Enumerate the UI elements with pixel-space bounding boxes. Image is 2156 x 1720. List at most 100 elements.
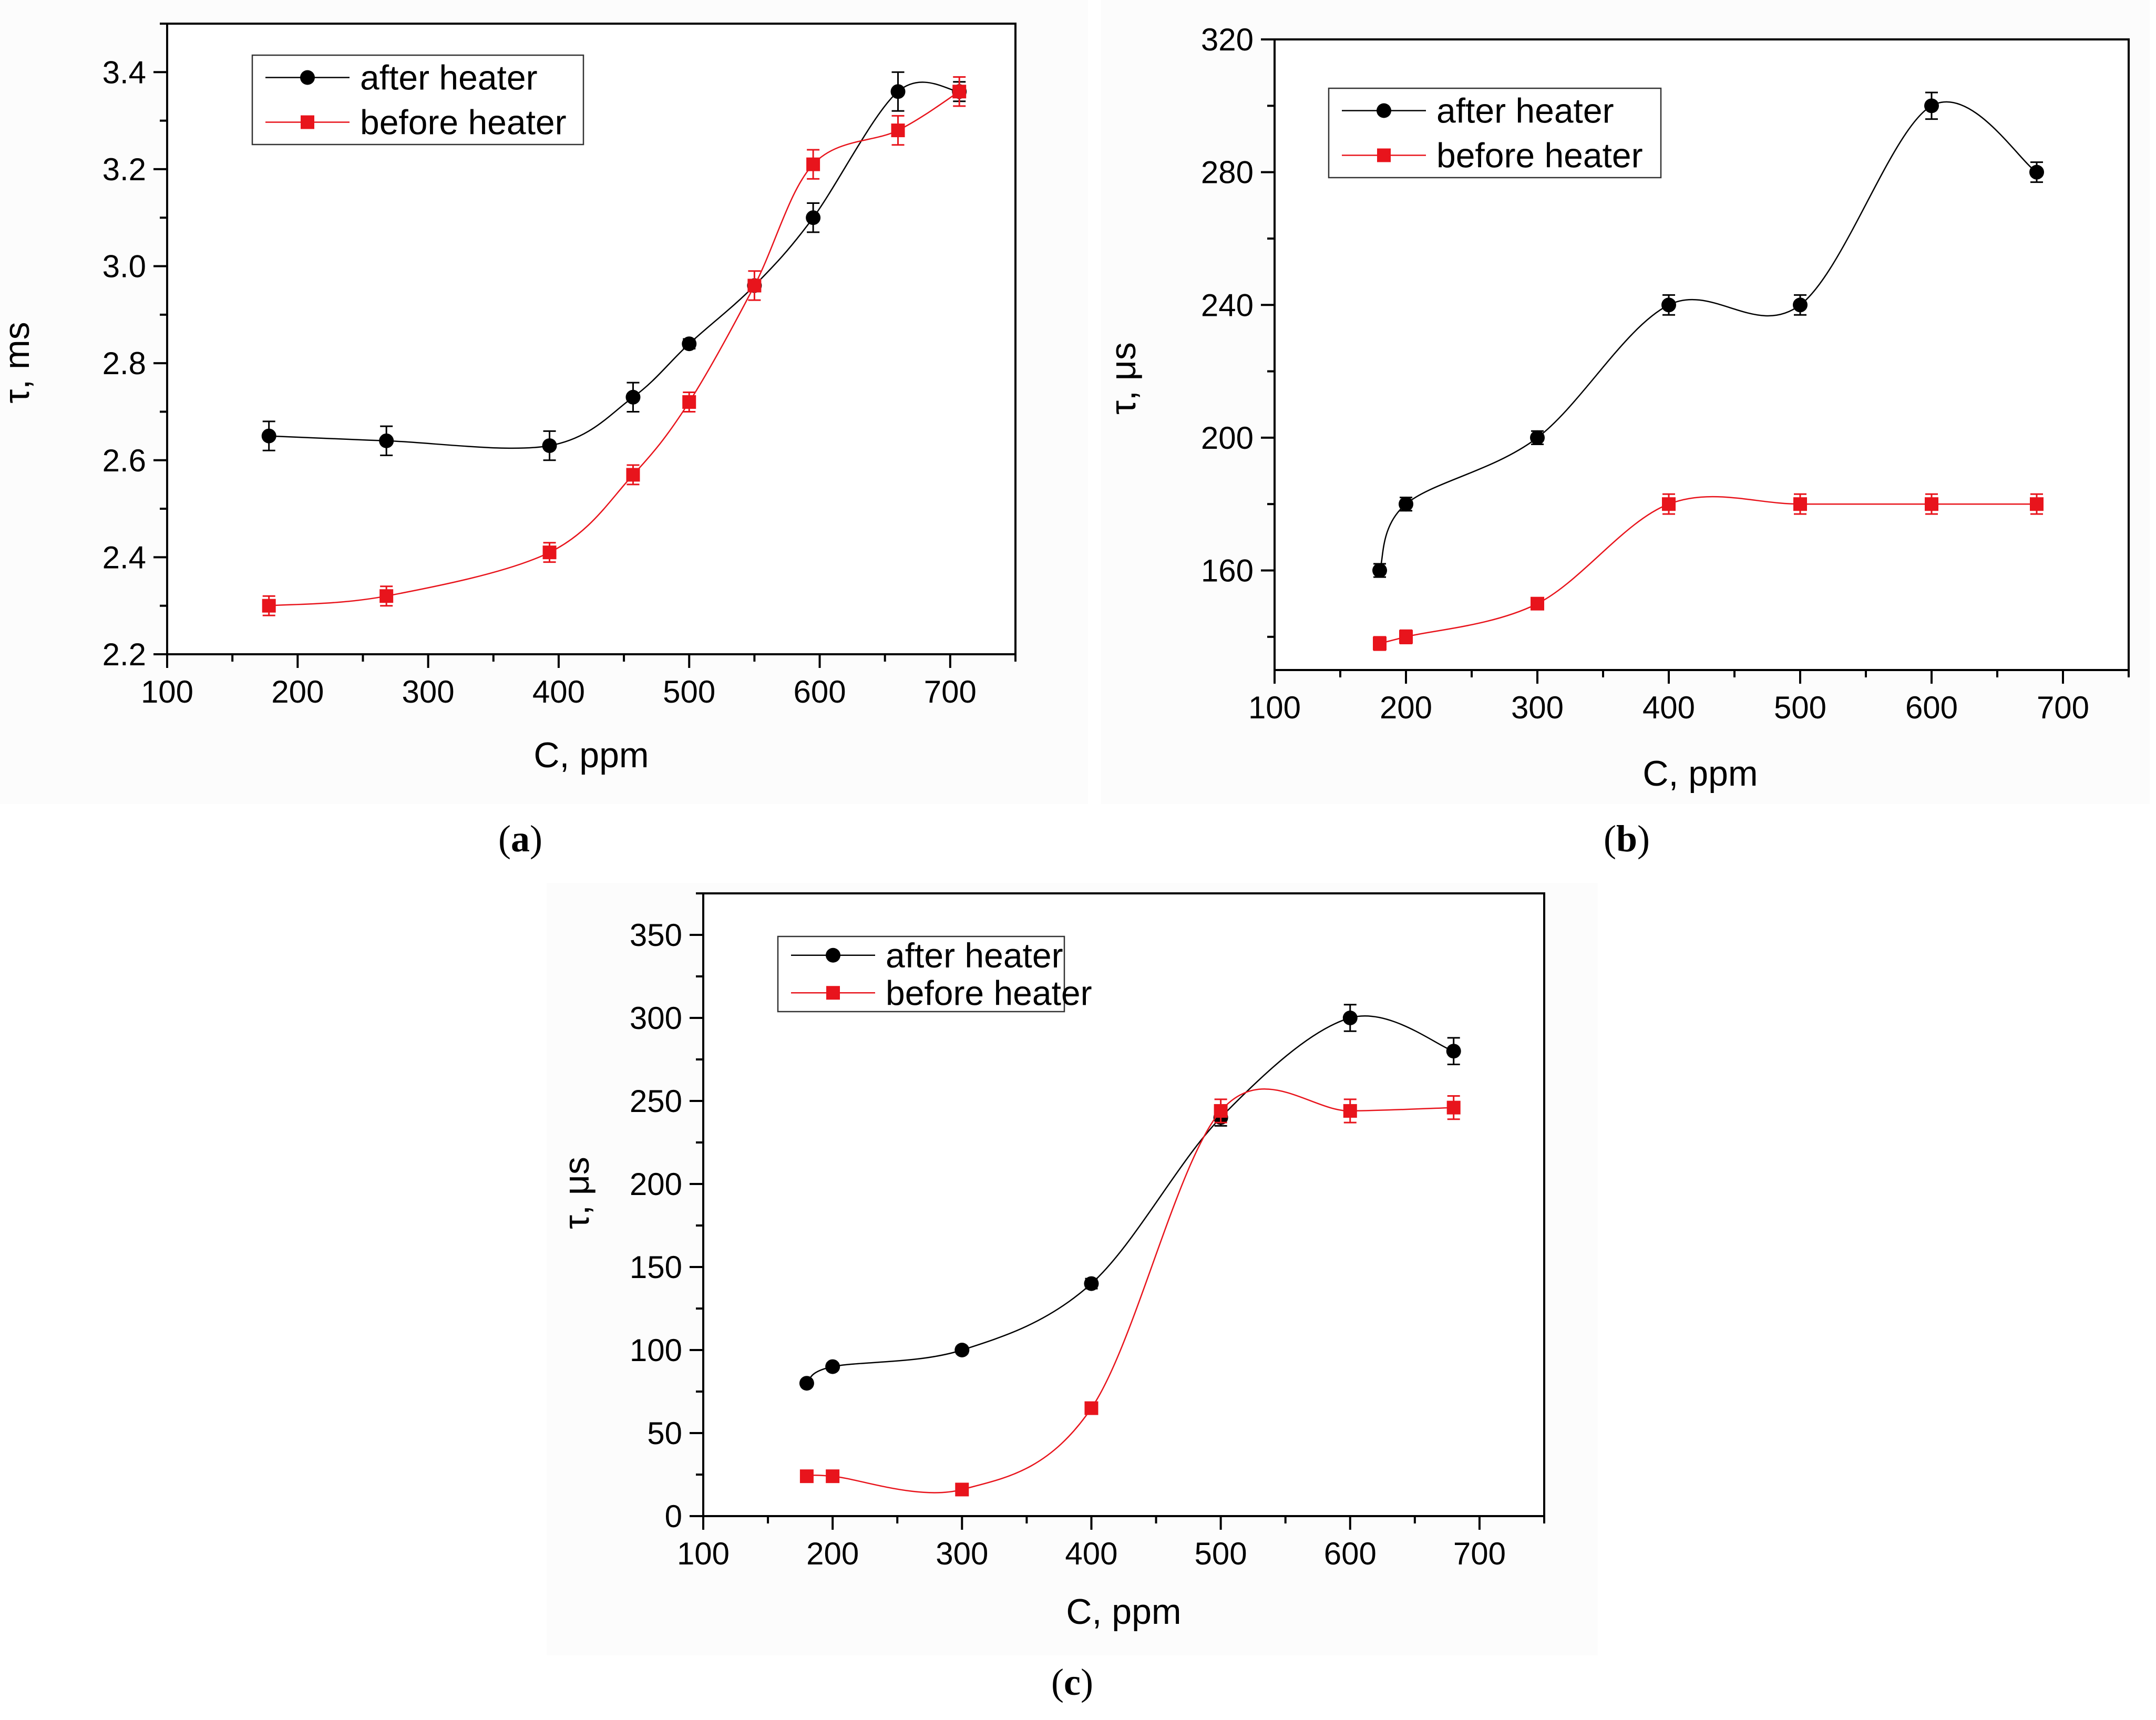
y-tick-label: 2.4 [102,540,146,575]
data-point [1373,636,1387,651]
data-point [891,123,905,138]
data-point [1372,563,1387,578]
data-point [262,599,276,613]
y-tick-label: 3.2 [102,152,146,187]
y-tick-label: 300 [630,1001,682,1036]
legend-label: after heater [1436,91,1614,130]
data-point [1084,1401,1098,1415]
data-point [2029,164,2044,180]
x-tick-label: 200 [1380,690,1432,725]
x-tick-label: 200 [806,1536,859,1571]
legend-marker [826,986,840,1000]
x-axis-title: C, ppm [1642,754,1758,794]
data-point [542,438,557,454]
legend-label: before heater [360,103,567,142]
x-tick-label: 400 [1642,690,1695,725]
y-axis-title: τ, μs [557,1157,597,1229]
panel-caption: (c) [1051,1661,1093,1703]
data-point [799,1469,814,1484]
data-point [799,1376,814,1391]
legend-box [251,54,584,146]
data-point [682,395,696,409]
y-tick-label: 50 [647,1416,682,1451]
panel-caption: (a) [498,818,542,860]
y-tick-label: 2.6 [102,443,146,478]
data-point [1530,430,1545,445]
series-line-before-heater [806,1088,1454,1494]
data-point [261,428,276,444]
data-point [806,210,821,225]
x-tick-label: 500 [1195,1536,1247,1571]
x-tick-label: 300 [1511,690,1564,725]
data-point [1446,1100,1461,1115]
y-tick-label: 350 [630,918,682,953]
y-tick-label: 250 [630,1084,682,1119]
legend-label: after heater [886,936,1063,975]
y-tick-label: 280 [1201,155,1254,190]
legend-label: after heater [360,58,538,97]
legend-label: before heater [1436,136,1643,175]
data-point [826,1469,840,1484]
data-point [890,84,906,99]
x-tick-label: 300 [402,674,455,709]
y-tick-label: 160 [1201,553,1254,589]
data-point [379,589,394,603]
x-tick-label: 600 [793,674,846,709]
data-point [952,85,967,99]
x-tick-label: 700 [1453,1536,1506,1571]
x-axis-title: C, ppm [1066,1592,1181,1632]
legend-marker [826,947,840,963]
x-tick-label: 100 [1248,690,1301,725]
x-tick-label: 700 [2037,690,2089,725]
data-point [1214,1104,1228,1118]
data-point [542,545,557,560]
data-point [626,468,640,482]
x-tick-label: 700 [924,674,977,709]
data-point [682,336,697,352]
data-point [1342,1011,1358,1025]
data-point [806,157,820,171]
legend-box [777,935,1065,1013]
y-tick-label: 0 [665,1499,682,1534]
data-point [955,1482,969,1497]
data-point [625,389,641,405]
data-point [954,1343,970,1357]
data-point [1793,497,1807,511]
x-tick-label: 100 [677,1536,730,1571]
data-point [1446,1044,1461,1059]
panel-caption: (b) [1604,818,1650,860]
x-tick-label: 400 [1065,1536,1117,1571]
y-tick-label: 320 [1201,22,1254,57]
data-point [1925,497,1938,511]
x-tick-label: 600 [1905,690,1958,725]
data-point [1661,297,1676,313]
data-point [1924,98,1939,114]
x-tick-label: 200 [271,674,324,709]
data-point [1084,1276,1099,1291]
x-tick-label: 400 [532,674,585,709]
y-axis-title: τ, ms [0,322,37,403]
x-axis-title: C, ppm [533,735,649,775]
y-tick-label: 240 [1201,287,1254,323]
legend-marker [301,115,314,129]
data-point [1531,596,1544,611]
data-point [1343,1104,1357,1118]
x-tick-label: 500 [1774,690,1826,725]
legend-label: before heater [886,973,1092,1012]
y-tick-label: 3.4 [102,55,146,90]
data-point [1399,497,1413,512]
y-tick-label: 3.0 [102,249,146,284]
x-tick-label: 300 [936,1536,988,1571]
panel-a: 100 200 300 400 500 600 700 2.2 2.4 2.6 2.8 3.0 3.2 3… [0,0,1088,860]
data-point [379,433,394,448]
x-tick-label: 500 [663,674,715,709]
panel-b: 100 200 300 400 500 600 700 160 200 240 280 320 C, p… [1101,0,2150,860]
x-tick-label: 100 [141,674,193,709]
legend-marker [300,70,315,85]
y-tick-label: 2.2 [102,637,146,672]
y-tick-label: 200 [1201,420,1254,456]
data-point [2030,497,2044,511]
y-tick-label: 100 [630,1333,682,1368]
y-tick-label: 2.8 [102,346,146,381]
